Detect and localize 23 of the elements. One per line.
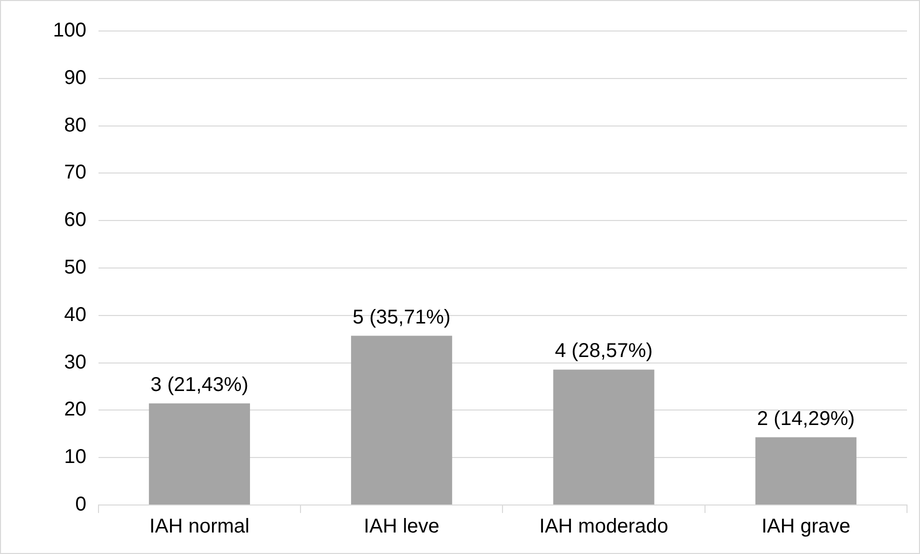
y-tick-label: 30	[64, 351, 86, 374]
x-tick-label: IAH leve	[364, 516, 440, 538]
x-tick-label: IAH moderado	[539, 516, 668, 538]
y-tick-label: 40	[64, 304, 86, 326]
data-label: 5 (35,71%)	[352, 306, 451, 328]
y-tick-label: 50	[64, 256, 86, 279]
y-tick-label: 0	[75, 494, 86, 516]
data-label: 2 (14,29%)	[757, 408, 855, 430]
data-label: 3 (21,43%)	[150, 374, 248, 396]
x-tick-label: IAH grave	[761, 516, 850, 538]
y-tick-label: 70	[64, 162, 86, 184]
y-tick-label: 80	[64, 114, 86, 136]
bar	[553, 370, 654, 504]
y-tick-label: 10	[64, 446, 86, 468]
y-tick-label: 100	[52, 20, 86, 42]
x-tick-label: IAH normal	[149, 516, 250, 538]
y-tick-label: 60	[64, 209, 86, 232]
y-tick-label: 90	[64, 66, 86, 89]
bar	[148, 403, 250, 504]
bar	[755, 437, 856, 504]
y-tick-label: 20	[64, 398, 86, 421]
data-label: 4 (28,57%)	[554, 340, 653, 362]
bar	[351, 336, 452, 504]
